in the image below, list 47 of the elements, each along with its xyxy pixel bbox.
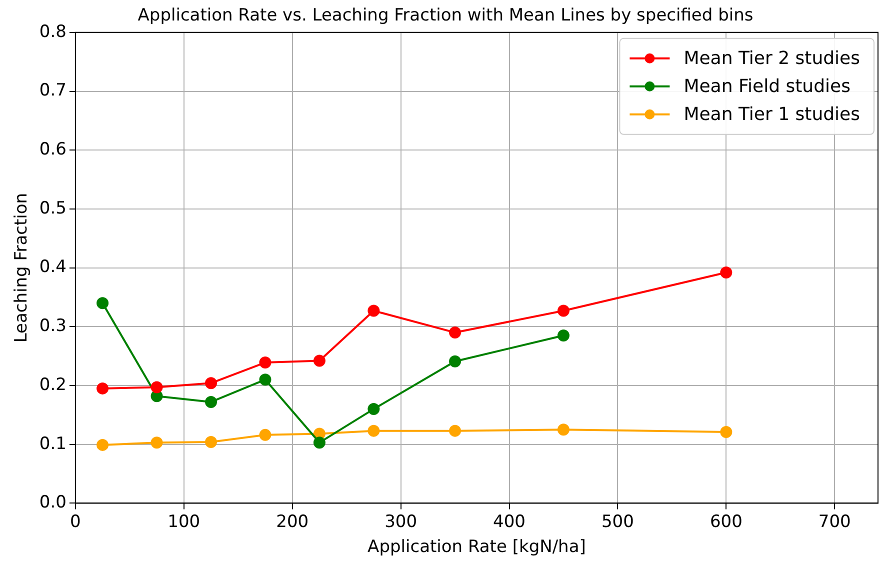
point (368, 403, 380, 416)
point (96, 438, 109, 451)
x-tick-label: 600 (710, 512, 742, 532)
point (449, 355, 462, 368)
point (313, 354, 326, 367)
point (205, 377, 218, 390)
legend-label: Mean Field studies (684, 76, 850, 98)
y-tick-label: 0.5 (39, 198, 66, 218)
point (259, 374, 272, 386)
chart-title: Application Rate vs. Leaching Fraction with Mean Lines by specified bins (138, 6, 754, 26)
point (557, 329, 570, 342)
point (368, 424, 380, 437)
y-tick-label: 0.6 (39, 140, 66, 160)
point (313, 436, 326, 449)
point (557, 424, 570, 436)
x-tick-label: 0 (70, 512, 81, 532)
y-tick-label: 0.1 (39, 434, 66, 454)
legend-label: Mean Tier 2 studies (684, 48, 860, 70)
point (96, 382, 109, 394)
point (96, 297, 109, 310)
x-tick-label: 200 (276, 512, 309, 532)
y-axis-title: Leaching Fraction (12, 192, 32, 343)
point (259, 356, 272, 369)
point (205, 436, 218, 448)
x-tick-label: 300 (384, 512, 418, 532)
y-tick-label: 0.8 (39, 22, 66, 42)
legend-label: Mean Tier 1 studies (684, 104, 860, 126)
x-axis-title: Application Rate [kgN/ha] (368, 537, 586, 558)
point (205, 396, 218, 408)
point (720, 426, 732, 438)
x-tick-label: 400 (493, 512, 526, 532)
point (720, 266, 732, 279)
point (449, 424, 462, 437)
point (150, 436, 163, 449)
y-tick-label: 0.4 (39, 257, 66, 278)
x-tick-label: 100 (168, 512, 200, 532)
point (557, 304, 570, 317)
point (150, 381, 163, 394)
x-tick-label: 700 (818, 512, 851, 532)
point (449, 326, 462, 339)
x-tick-label: 500 (601, 512, 634, 532)
point (368, 304, 380, 317)
y-tick-label: 0.7 (39, 80, 66, 101)
y-tick-label: 0.2 (39, 374, 66, 395)
point (259, 428, 272, 441)
y-tick-label: 0.3 (39, 316, 66, 336)
y-tick-label: 0.0 (39, 492, 66, 513)
